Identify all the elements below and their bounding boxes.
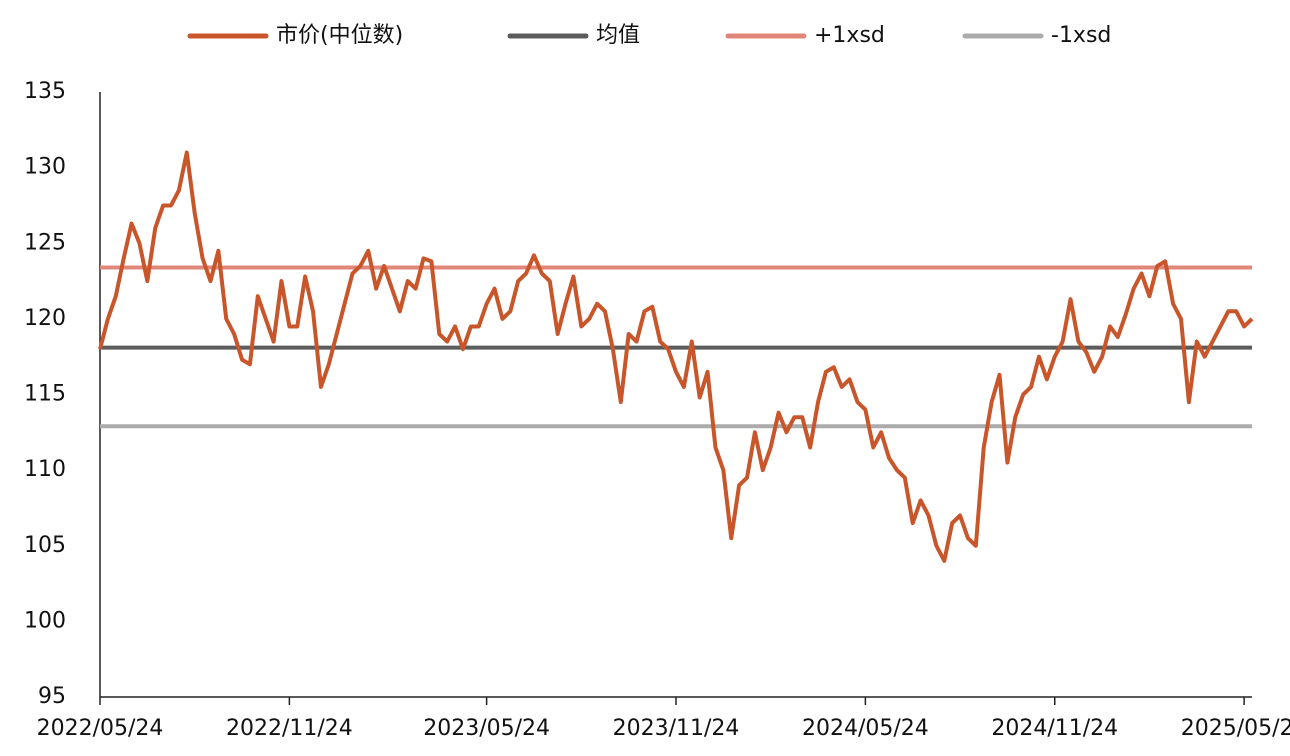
y-tick-label: 135	[24, 79, 66, 104]
legend-label: -1xsd	[1051, 23, 1111, 48]
x-tick-label: 2023/05/24	[423, 716, 550, 741]
y-tick-label: 120	[24, 306, 66, 331]
y-tick-label: 130	[24, 155, 66, 180]
x-tick-label: 2022/05/24	[37, 716, 164, 741]
x-tick-label: 2023/11/24	[613, 716, 740, 741]
x-tick-label: 2024/05/24	[802, 716, 929, 741]
y-tick-label: 115	[24, 382, 66, 407]
legend-label: 市价(中位数)	[276, 23, 403, 48]
x-tick-label: 2025/05/24	[1181, 716, 1290, 741]
series-line	[98, 150, 1254, 563]
legend-label: +1xsd	[814, 23, 885, 48]
y-tick-label: 125	[24, 230, 66, 255]
x-tick-label: 2024/11/24	[991, 716, 1118, 741]
y-tick-label: 95	[38, 684, 66, 709]
y-tick-label: 100	[24, 608, 66, 633]
y-tick-label: 105	[24, 533, 66, 558]
legend-label: 均值	[596, 23, 640, 48]
x-tick-label: 2022/11/24	[226, 716, 353, 741]
y-tick-label: 110	[24, 457, 66, 482]
